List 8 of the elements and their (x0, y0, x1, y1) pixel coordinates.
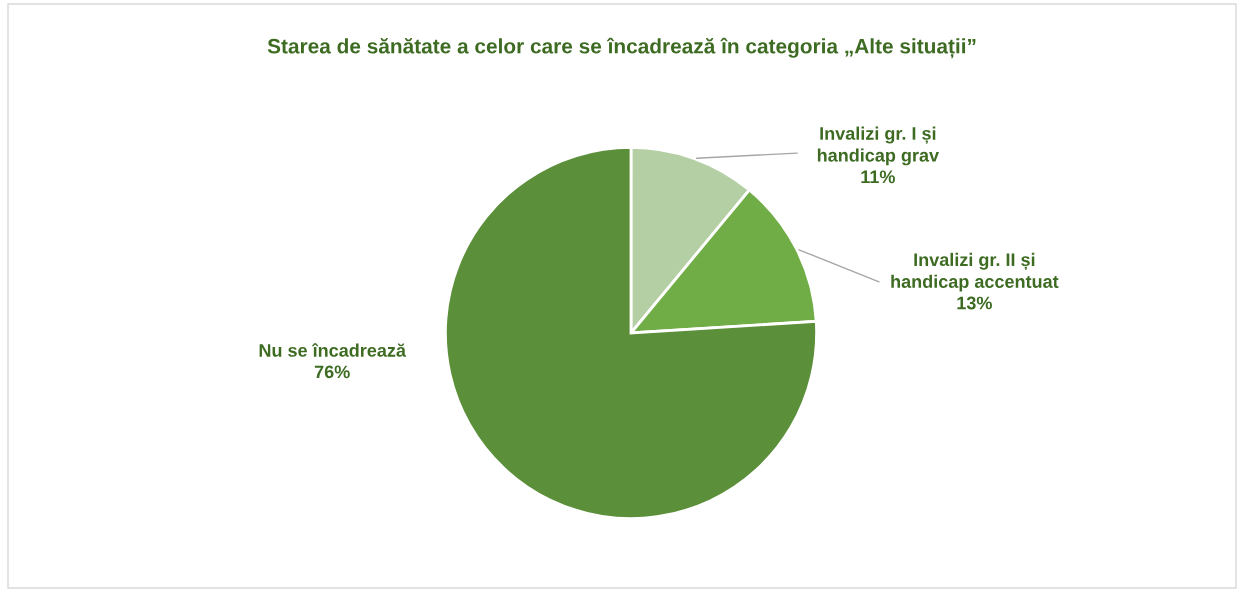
data-label: 11% (861, 170, 895, 184)
pie-slice (444, 146, 818, 520)
data-label: 13% (957, 296, 992, 310)
slice-label: Invalizi gr. II și handicap accentuat (891, 252, 1059, 292)
slice-label: Invalizi gr. I și handicap grav (817, 126, 939, 166)
chart-title: Starea de sănătate a celor care se încadrează în categoria „Alte situații” (267, 37, 976, 59)
data-label: 76% (314, 365, 350, 379)
slice-label: Nu se încadrează (259, 343, 407, 357)
